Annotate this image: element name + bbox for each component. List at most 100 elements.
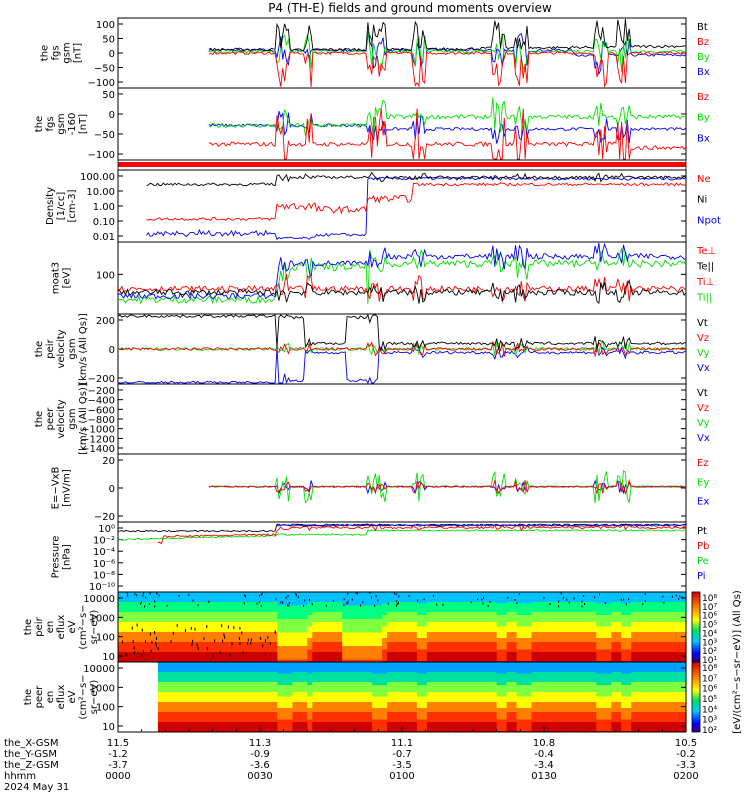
xtick-y: -0.4 xyxy=(534,749,554,760)
heatmap-cell xyxy=(302,662,308,672)
heatmap-cell xyxy=(297,692,303,702)
heatmap-cell xyxy=(521,673,528,685)
heatmap-cell xyxy=(616,712,622,722)
ytick-label: 100 xyxy=(96,270,115,281)
heatmap-cell xyxy=(656,652,662,662)
heatmap-cell xyxy=(521,662,528,674)
heatmap-cell xyxy=(676,632,682,642)
colorbar-tick-label: 10⁷ xyxy=(702,674,717,684)
heatmap-cell xyxy=(357,712,363,722)
heatmap-dropout xyxy=(157,647,159,651)
heatmap-cell xyxy=(541,642,548,652)
heatmap-cell xyxy=(237,722,244,732)
heatmap-cell xyxy=(681,662,687,672)
heatmap-dropout xyxy=(362,601,364,604)
heatmap-cell xyxy=(192,672,199,682)
heatmap-cell xyxy=(646,682,652,692)
heatmap-cell xyxy=(342,646,348,660)
heatmap-cell xyxy=(491,642,498,652)
heatmap-cell xyxy=(566,632,572,642)
heatmap-cell xyxy=(132,612,139,622)
heatmap-cell xyxy=(332,622,338,632)
heatmap-cell xyxy=(611,672,617,682)
heatmap-cell xyxy=(476,712,483,722)
heatmap-cell xyxy=(357,592,363,606)
ylabel-line: (cm²−s− xyxy=(78,674,89,719)
heatmap-cell xyxy=(162,682,169,692)
heatmap-dropout xyxy=(260,604,262,607)
heatmap-cell xyxy=(441,672,448,682)
heatmap-cell xyxy=(676,642,682,652)
heatmap-cell xyxy=(177,642,184,652)
heatmap-dropout xyxy=(436,603,438,606)
heatmap-cell xyxy=(182,642,189,652)
heatmap-cell xyxy=(382,708,388,720)
heatmap-dropout xyxy=(442,603,444,606)
density-series-2 xyxy=(146,171,687,187)
heatmap-cell xyxy=(282,685,288,697)
heatmap-cell xyxy=(651,682,657,692)
heatmap-cell xyxy=(606,626,612,638)
heatmap-dropout xyxy=(141,653,143,657)
heatmap-cell xyxy=(421,638,428,650)
heatmap-cell xyxy=(681,592,687,602)
heatmap-cell xyxy=(202,672,209,682)
heatmap-cell xyxy=(456,702,463,712)
temp-series-1 xyxy=(117,242,686,300)
mode-bar xyxy=(118,162,686,167)
heatmap-dropout xyxy=(581,600,583,603)
heatmap-cell xyxy=(416,592,423,604)
heatmap-cell xyxy=(451,702,458,712)
heatmap-cell xyxy=(167,722,174,732)
heatmap-cell xyxy=(352,632,358,646)
heatmap-cell xyxy=(322,642,328,652)
ylabel-line: [nPa] xyxy=(62,544,73,570)
heatmap-cell xyxy=(636,592,642,602)
heatmap-cell xyxy=(581,612,587,622)
heatmap-cell xyxy=(546,682,553,692)
heatmap-cell xyxy=(252,622,259,632)
heatmap-cell xyxy=(187,612,194,622)
heatmap-cell xyxy=(581,632,587,642)
heatmap-cell xyxy=(397,622,403,632)
heatmap-cell xyxy=(307,592,313,604)
ylabel-line: sr−eV) xyxy=(89,610,100,645)
heatmap-dropout xyxy=(644,592,646,595)
ytick-label: 1.00 xyxy=(93,202,115,213)
heatmap-cell xyxy=(436,662,443,672)
heatmap-cell xyxy=(162,722,169,732)
heatmap-cell xyxy=(202,642,209,652)
heatmap-cell xyxy=(631,622,637,632)
heatmap-cell xyxy=(202,662,209,672)
heatmap-cell xyxy=(466,702,473,712)
heatmap-cell xyxy=(661,632,667,642)
heatmap-cell xyxy=(187,722,194,732)
xtick-t: 0100 xyxy=(389,771,414,782)
heatmap-cell xyxy=(187,632,194,642)
ytick-label: 20 xyxy=(102,456,115,467)
heatmap-cell xyxy=(551,692,558,702)
heatmap-cell xyxy=(546,702,553,712)
heatmap-cell xyxy=(566,622,572,632)
heatmap-cell xyxy=(531,622,538,632)
heatmap-cell xyxy=(392,602,398,612)
heatmap-cell xyxy=(651,662,657,672)
heatmap-cell xyxy=(616,692,622,702)
heatmap-cell xyxy=(531,682,538,692)
ylabel-line: the xyxy=(40,45,51,61)
heatmap-dropout xyxy=(145,596,146,599)
heatmap-cell xyxy=(247,702,254,712)
heatmap-dropout xyxy=(256,602,258,605)
ylabel-line: -160 xyxy=(67,113,78,136)
heatmap-cell xyxy=(596,638,602,650)
heatmap-cell xyxy=(521,685,528,697)
heatmap-cell xyxy=(292,619,298,633)
ytick-label: −200 xyxy=(88,386,115,397)
heatmap-cell xyxy=(571,662,577,672)
heatmap-cell xyxy=(397,592,403,602)
heatmap-cell xyxy=(182,632,189,642)
ylabel-line: eflux xyxy=(56,685,67,710)
heatmap-cell xyxy=(342,702,348,712)
colorbar-tick-label: 10⁸ xyxy=(702,664,717,674)
heatmap-cell xyxy=(676,612,682,622)
